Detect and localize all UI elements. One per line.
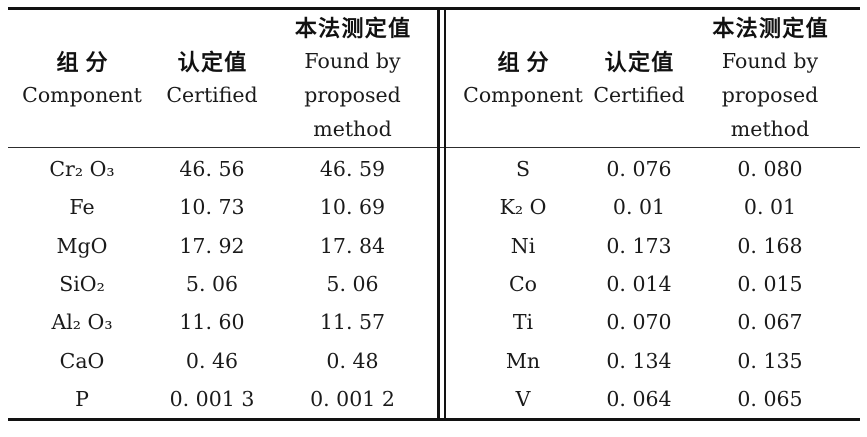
certified-value-cell: 46. 56 [179, 157, 245, 182]
header-col-found: 本法测定值 Found by proposed method [268, 10, 437, 146]
header-found-en-3: method [730, 117, 810, 141]
header-component-en: Component [22, 83, 142, 107]
found-value-cell: 17. 84 [319, 233, 386, 258]
table-right-header: 组分 Component 认定值 Certified 本法测定值 Found b… [448, 10, 860, 146]
certified-value-cell: 10. 73 [179, 195, 245, 220]
table-right-body: S 0. 076 0. 080 K₂ O 0. 01 0. 01 Ni 0. 1… [448, 150, 860, 418]
component-cell: Ti [512, 310, 534, 335]
top-rule [8, 7, 860, 10]
header-found-en-3: method [313, 117, 392, 141]
table-row: Al₂ O₃ 11. 60 11. 57 [8, 303, 437, 341]
certified-value-cell: 0. 173 [606, 233, 672, 258]
found-value-cell: 46. 59 [319, 157, 386, 182]
found-value-cell: 0. 48 [326, 348, 379, 373]
component-cell: CaO [59, 348, 105, 373]
found-value-cell: 0. 001 2 [310, 386, 395, 411]
center-divider-line-right [443, 7, 446, 421]
bottom-rule [8, 418, 860, 421]
header-separator-rule [8, 146, 860, 148]
certified-value-cell: 0. 014 [606, 271, 672, 296]
found-value-cell: 0. 015 [737, 271, 803, 296]
certified-value-cell: 0. 001 3 [169, 386, 255, 411]
found-value-cell: 0. 067 [737, 310, 803, 335]
header-found-en-1: Found by [721, 49, 819, 73]
certified-value-cell: 11. 60 [179, 310, 245, 335]
table-row: S 0. 076 0. 080 [448, 150, 860, 188]
component-cell: V [515, 386, 531, 411]
component-cell: SiO₂ [59, 271, 105, 296]
table-row: Ni 0. 173 0. 168 [448, 227, 860, 265]
component-cell: Fe [69, 195, 95, 220]
header-found-en-2: proposed [304, 83, 401, 107]
found-value-cell: 5. 06 [326, 271, 379, 296]
component-cell: P [75, 386, 89, 411]
table-row: P 0. 001 3 0. 001 2 [8, 380, 437, 418]
table-row: MgO 17. 92 17. 84 [8, 227, 437, 265]
header-component-en: Component [463, 83, 583, 107]
header-found-en-2: proposed [721, 83, 819, 107]
certified-value-cell: 0. 01 [612, 195, 666, 220]
header-col-certified: 认定值 Certified [156, 10, 268, 146]
found-value-cell: 11. 57 [319, 310, 386, 335]
header-col-component: 组分 Component [8, 10, 156, 146]
center-divider-line-left [437, 7, 440, 421]
table-row: Cr₂ O₃ 46. 56 46. 59 [8, 150, 437, 188]
header-certified-zh: 认定值 [177, 51, 248, 76]
header-found-en-1: Found by [304, 49, 401, 73]
header-col-certified: 认定值 Certified [593, 10, 684, 146]
found-value-cell: 0. 080 [737, 157, 803, 182]
table-row: Co 0. 014 0. 015 [448, 265, 860, 303]
table-row: Ti 0. 070 0. 067 [448, 303, 860, 341]
header-found-zh: 本法测定值 [294, 17, 412, 42]
component-cell: Mn [505, 348, 541, 373]
found-value-cell: 10. 69 [319, 195, 386, 220]
certified-value-cell: 0. 46 [185, 348, 239, 373]
table-row: CaO 0. 46 0. 48 [8, 341, 437, 379]
header-found-zh: 本法测定值 [712, 17, 829, 42]
comparison-table: 组分 Component 认定值 Certified 本法测定值 Found b… [8, 0, 860, 437]
table-right-half: 组分 Component 认定值 Certified 本法测定值 Found b… [448, 10, 860, 418]
component-cell: Cr₂ O₃ [49, 157, 115, 182]
table-left-half: 组分 Component 认定值 Certified 本法测定值 Found b… [8, 10, 437, 418]
header-component-zh: 组分 [497, 51, 556, 76]
header-col-component: 组分 Component [448, 10, 598, 146]
certified-value-cell: 17. 92 [179, 233, 245, 258]
certified-value-cell: 0. 064 [606, 386, 672, 411]
found-value-cell: 0. 135 [737, 348, 803, 373]
component-cell: Al₂ O₃ [51, 310, 113, 335]
table-left-header: 组分 Component 认定值 Certified 本法测定值 Found b… [8, 10, 437, 146]
found-value-cell: 0. 065 [737, 386, 803, 411]
found-value-cell: 0. 01 [743, 195, 797, 220]
header-component-zh: 组分 [56, 51, 115, 76]
table-row: Fe 10. 73 10. 69 [8, 188, 437, 226]
found-value-cell: 0. 168 [737, 233, 803, 258]
component-cell: K₂ O [499, 195, 547, 220]
certified-value-cell: 0. 134 [606, 348, 672, 373]
component-cell: Ni [510, 233, 536, 258]
header-certified-en: Certified [593, 83, 685, 107]
table-row: Mn 0. 134 0. 135 [448, 341, 860, 379]
certified-value-cell: 0. 076 [606, 157, 672, 182]
table-row: K₂ O 0. 01 0. 01 [448, 188, 860, 226]
header-col-found: 本法测定值 Found by proposed method [680, 10, 860, 146]
table-left-body: Cr₂ O₃ 46. 56 46. 59 Fe 10. 73 10. 69 Mg… [8, 150, 437, 418]
table-row: V 0. 064 0. 065 [448, 380, 860, 418]
header-certified-en: Certified [166, 83, 258, 107]
header-certified-zh: 认定值 [604, 51, 675, 76]
component-cell: Co [508, 271, 538, 296]
certified-value-cell: 0. 070 [606, 310, 672, 335]
component-cell: MgO [56, 233, 108, 258]
certified-value-cell: 5. 06 [185, 271, 239, 296]
component-cell: S [515, 157, 531, 182]
table-row: SiO₂ 5. 06 5. 06 [8, 265, 437, 303]
